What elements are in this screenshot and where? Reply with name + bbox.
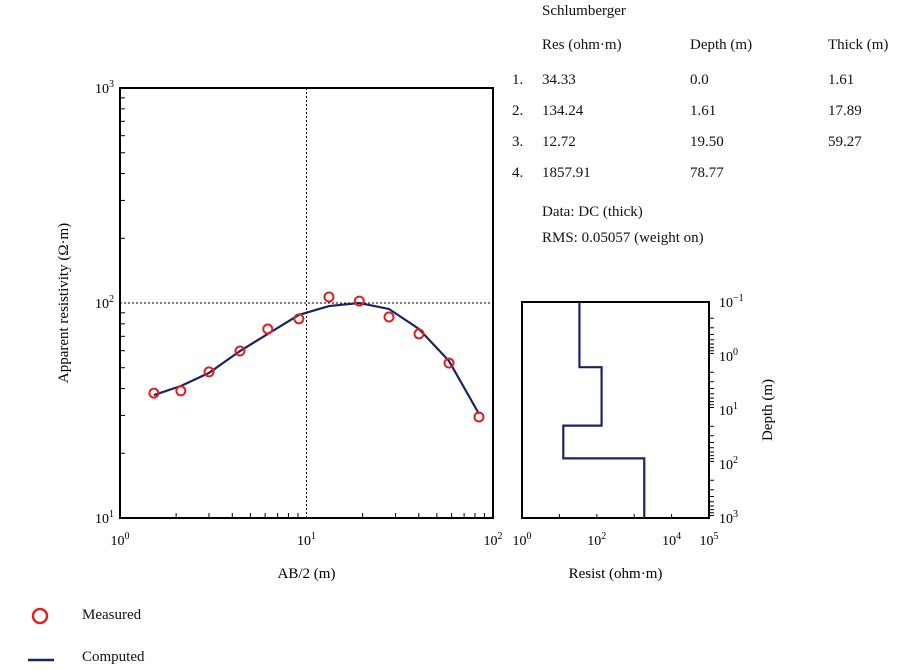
header-thick: Thick (m) [828,37,889,53]
table-cell-res: 1857.91 [542,165,591,181]
rms-value: RMS: 0.05057 (weight on) [542,230,704,246]
legend-measured-label: Measured [82,607,142,623]
header-res: Res (ohm·m) [542,37,622,53]
measured-point [234,345,246,357]
table-cell-n: 1. [512,72,524,88]
measured-point [413,328,425,340]
table-cell-res: 134.24 [542,103,584,119]
x-tick-label: 101 [297,531,316,549]
table-cell-n: 3. [512,134,524,150]
measured-point [443,357,455,369]
depth-tick-label: 10−1 [719,293,744,311]
table-cell-depth: 0.0 [690,72,709,88]
resist-tick-label: 105 [700,531,719,549]
measured-point [262,323,274,335]
table-cell-thick: 17.89 [828,103,862,119]
table-cell-res: 34.33 [542,72,576,88]
measured-point [473,411,485,423]
table-cell-thick: 59.27 [828,134,862,150]
measured-point [383,311,395,323]
depth-plot-frame [521,301,710,519]
y-axis-label: Apparent resistivity (Ω·m) [56,223,72,383]
data-type: Data: DC (thick) [542,204,643,220]
resist-tick-label: 100 [513,531,532,549]
depth-tick-label: 101 [719,401,738,419]
legend-computed-label: Computed [82,649,145,665]
resist-tick-label: 104 [662,531,681,549]
depth-tick-label: 100 [719,347,738,365]
resist-axis-label: Resist (ohm·m) [569,566,663,582]
table-cell-depth: 1.61 [690,103,717,119]
resist-tick-label: 102 [587,531,606,549]
x-tick-label: 102 [484,531,503,549]
x-axis-label: AB/2 (m) [278,566,336,582]
y-tick-label: 101 [95,509,114,527]
table-title: Schlumberger [542,3,626,19]
header-depth: Depth (m) [690,37,753,53]
measured-point [323,291,335,303]
table-cell-thick: 1.61 [828,72,855,88]
table-cell-depth: 19.50 [690,134,724,150]
y-tick-label: 103 [95,79,114,97]
depth-tick-label: 102 [719,455,738,473]
table-cell-n: 2. [512,103,524,119]
computed-line [153,301,480,415]
x-tick-label: 100 [111,531,130,549]
measured-point [175,385,187,397]
measured-point [148,387,160,399]
measured-point [293,313,305,325]
legend-measured-marker [31,607,49,625]
y-tick-label: 102 [95,294,114,312]
depth-tick-label: 103 [719,509,738,527]
resistivity-model-line [562,302,646,518]
table-cell-res: 12.72 [542,134,576,150]
table-cell-depth: 78.77 [690,165,724,181]
measured-point [353,295,365,307]
depth-axis-label: Depth (m) [760,379,776,441]
measured-point [203,366,215,378]
table-cell-n: 4. [512,165,524,181]
